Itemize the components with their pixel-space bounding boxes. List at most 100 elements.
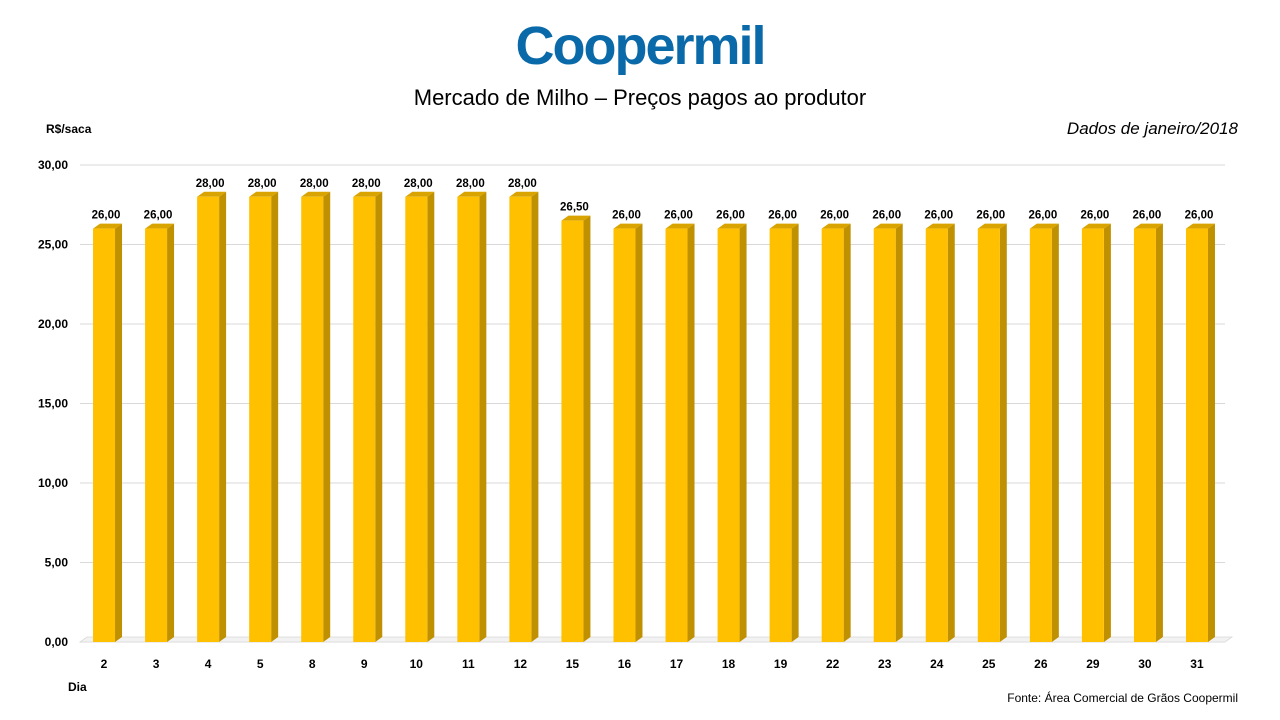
data-label: 26,50 (560, 202, 589, 214)
bar (717, 228, 740, 642)
data-label: 28,00 (196, 178, 225, 190)
data-label: 26,00 (976, 210, 1005, 222)
x-tick-label: 25 (982, 657, 996, 671)
bar-top (613, 223, 643, 229)
bar (405, 196, 428, 643)
bar-side (583, 215, 591, 642)
bar-side (687, 223, 695, 642)
data-label: 26,00 (1080, 210, 1109, 222)
x-tick-label: 19 (774, 657, 788, 671)
bar (873, 228, 896, 642)
data-label: 28,00 (456, 178, 485, 190)
y-axis-label: R$/saca (46, 122, 92, 136)
data-label: 26,00 (144, 210, 173, 222)
x-tick-label: 2 (101, 657, 108, 671)
bar (1185, 228, 1208, 642)
y-tick-label: 10,00 (38, 476, 68, 490)
data-label: 26,00 (820, 210, 849, 222)
bar-top (717, 223, 747, 229)
data-label: 28,00 (248, 178, 277, 190)
data-label: 28,00 (508, 178, 537, 190)
bar (93, 228, 116, 642)
bar-side (843, 223, 851, 642)
x-tick-label: 10 (410, 657, 424, 671)
data-label: 26,00 (716, 210, 745, 222)
data-label: 26,00 (92, 210, 121, 222)
bar (925, 228, 948, 642)
x-axis-label: Dia (68, 680, 87, 694)
data-label: 26,00 (612, 210, 641, 222)
data-label: 26,00 (924, 210, 953, 222)
bar (561, 220, 584, 642)
x-tick-label: 8 (309, 657, 316, 671)
bar (613, 228, 636, 642)
bar-side (375, 191, 383, 643)
bar-side (895, 223, 903, 642)
data-label: 26,00 (1133, 210, 1162, 222)
bar (769, 228, 792, 642)
x-tick-label: 23 (878, 657, 892, 671)
source-note: Fonte: Área Comercial de Grãos Coopermil (1007, 691, 1238, 705)
bar-top (665, 223, 695, 229)
bar-top (1133, 223, 1163, 229)
bar (145, 228, 168, 642)
bar-top (925, 223, 955, 229)
bar-top (405, 191, 435, 197)
y-tick-label: 15,00 (38, 397, 68, 411)
x-tick-label: 11 (462, 657, 475, 671)
x-tick-label: 12 (514, 657, 528, 671)
bar-side (115, 223, 123, 642)
bar-top (353, 191, 383, 197)
x-tick-label: 26 (1034, 657, 1048, 671)
x-tick-label: 4 (205, 657, 212, 671)
bar-side (427, 191, 435, 643)
bar-side (531, 191, 539, 643)
data-label: 28,00 (404, 178, 433, 190)
bar-top (1081, 223, 1111, 229)
x-tick-label: 17 (670, 657, 684, 671)
bar (301, 196, 324, 643)
data-label: 26,00 (1028, 210, 1057, 222)
y-tick-label: 0,00 (45, 635, 69, 649)
bar (977, 228, 1000, 642)
bar-side (947, 223, 955, 642)
bar (353, 196, 376, 643)
bar-top (93, 223, 123, 229)
data-label: 28,00 (300, 178, 329, 190)
bar-side (323, 191, 331, 643)
bar-side (1051, 223, 1059, 642)
bar-top (145, 223, 175, 229)
bar-side (739, 223, 747, 642)
x-tick-label: 5 (257, 657, 264, 671)
bar-side (1103, 223, 1111, 642)
bar (1133, 228, 1156, 642)
bar-top (873, 223, 903, 229)
x-tick-label: 29 (1086, 657, 1100, 671)
data-label: 26,00 (872, 210, 901, 222)
bar (509, 196, 532, 643)
bar-side (219, 191, 227, 643)
x-tick-label: 30 (1138, 657, 1152, 671)
data-label: 28,00 (352, 178, 381, 190)
y-tick-label: 5,00 (45, 556, 69, 570)
chart-subtitle: Dados de janeiro/2018 (1066, 119, 1238, 138)
bar-top (1029, 223, 1059, 229)
bar-side (167, 223, 175, 642)
bar-side (999, 223, 1007, 642)
data-label: 26,00 (1185, 210, 1214, 222)
bar-top (977, 223, 1007, 229)
bar-top (821, 223, 851, 229)
bar-side (479, 191, 487, 643)
bar-side (271, 191, 279, 643)
x-tick-label: 15 (566, 657, 580, 671)
bar-top (509, 191, 539, 197)
x-tick-label: 9 (361, 657, 368, 671)
bar (197, 196, 220, 643)
x-tick-label: 18 (722, 657, 736, 671)
bar (1081, 228, 1104, 642)
bar-side (1155, 223, 1163, 642)
bar (665, 228, 688, 642)
bar (249, 196, 272, 643)
bar-side (1207, 223, 1215, 642)
